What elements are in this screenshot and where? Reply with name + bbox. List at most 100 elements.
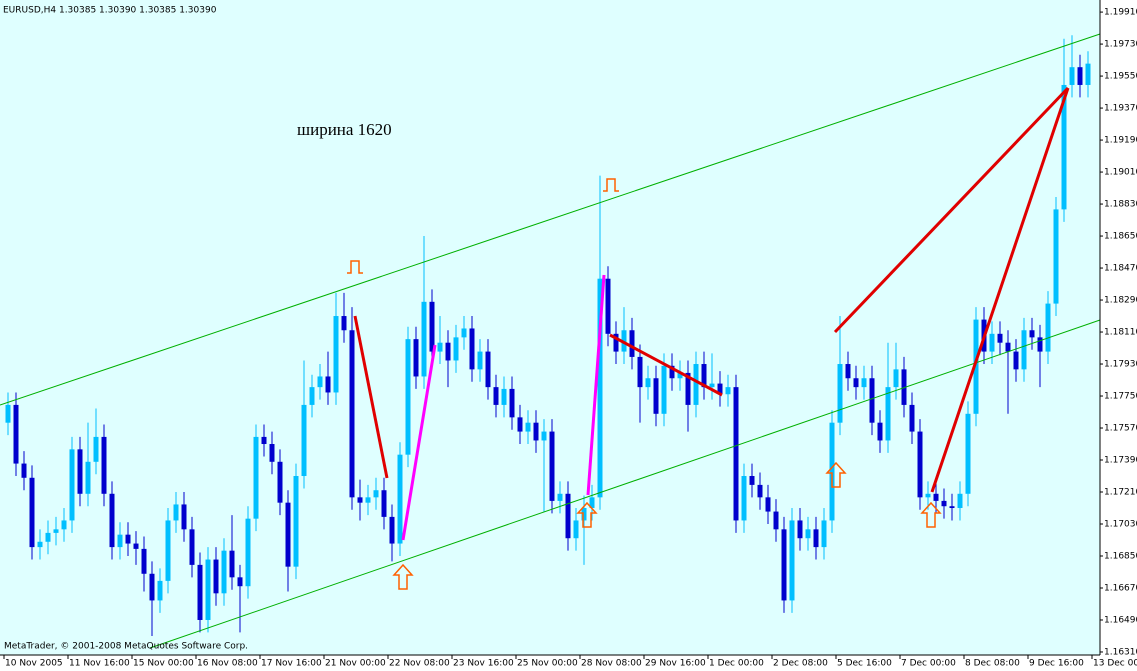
zigzag-line [609, 333, 723, 397]
candle-body [957, 493, 963, 509]
x-tick-label: 8 Dec 08:00 [965, 659, 1020, 669]
candle-body [37, 541, 43, 548]
y-tick-label: 1.18650 [1104, 232, 1137, 242]
candle-body [269, 444, 275, 462]
candle-body [517, 417, 523, 432]
candle-body [925, 493, 931, 498]
candle-body [837, 364, 843, 423]
x-tick-label: 5 Dec 16:00 [837, 659, 892, 669]
candle-body [453, 337, 459, 361]
candle-body [949, 506, 955, 509]
candle-body [21, 463, 27, 478]
candle-body [325, 376, 331, 393]
candle-body [437, 342, 443, 352]
candle-body [1005, 342, 1011, 352]
candle-body [933, 493, 939, 501]
candle-body [45, 532, 51, 542]
y-tick-label: 1.19730 [1104, 40, 1137, 50]
up-arrow [576, 501, 598, 528]
candles [5, 35, 1091, 636]
candle-body [93, 436, 99, 462]
up-arrow [825, 461, 847, 488]
candle-body [597, 278, 603, 498]
y-tick-label: 1.16670 [1104, 583, 1137, 593]
candle-body [117, 534, 123, 548]
candle-body [989, 333, 995, 352]
y-tick-label: 1.17750 [1104, 392, 1137, 402]
candle-body [277, 461, 283, 503]
candle-body [1021, 330, 1027, 370]
candle-body [821, 520, 827, 548]
candle-body [261, 436, 267, 445]
candle-body [685, 372, 691, 405]
candle-body [77, 449, 83, 494]
x-tick-label: 28 Nov 08:00 [581, 659, 642, 669]
candle-body [317, 376, 323, 388]
zigzag-line [833, 86, 1070, 334]
candle-body [973, 319, 979, 414]
candle-body [813, 529, 819, 548]
candle-body [541, 431, 547, 441]
y-tick-label: 1.16490 [1104, 615, 1137, 625]
x-tick-label: 16 Nov 08:00 [197, 659, 258, 669]
candle-body [829, 422, 835, 521]
channel-upper [0, 33, 1101, 406]
candle-body [701, 364, 707, 388]
candle-body [605, 278, 611, 334]
candle-body [133, 543, 139, 549]
x-tick-label: 7 Dec 00:00 [901, 659, 956, 669]
x-tick-label: 11 Nov 16:00 [69, 659, 130, 669]
candle-body [245, 518, 251, 587]
y-tick-label: 1.17210 [1104, 488, 1137, 498]
candle-body [173, 504, 179, 521]
candle-body [645, 378, 651, 388]
candle-body [1077, 67, 1083, 85]
candle-body [765, 497, 771, 512]
candle-body [581, 508, 587, 521]
candle-body [253, 436, 259, 519]
candle-body [429, 301, 435, 352]
candle-body [629, 330, 635, 357]
signal-arrows [347, 178, 942, 590]
candle-body [965, 413, 971, 494]
candle-body [109, 493, 115, 548]
top-marker [347, 260, 363, 274]
candle-body [557, 493, 563, 501]
x-tick-label: 15 Nov 00:00 [133, 659, 194, 669]
y-tick-label: 1.19190 [1104, 136, 1137, 146]
candle-body [405, 339, 411, 455]
candle-body [165, 520, 171, 581]
x-tick-label: 9 Dec 16:00 [1029, 659, 1084, 669]
candle-body [573, 520, 579, 539]
candle-body [877, 422, 883, 441]
candle-body [789, 520, 795, 601]
y-tick-label: 1.19370 [1104, 104, 1137, 114]
candle-body [1053, 209, 1059, 304]
candle-body [53, 529, 59, 533]
candle-body [341, 316, 347, 331]
candle-body [461, 328, 467, 338]
candle-body [613, 333, 619, 352]
zigzag-line [930, 87, 1070, 493]
candle-body [677, 372, 683, 379]
candle-body [445, 342, 451, 361]
top-marker [603, 178, 619, 192]
candle-body [221, 550, 227, 594]
footer: MetaTrader, © 2001-2008 MetaQuotes Softw… [4, 642, 248, 652]
candle-body [869, 378, 875, 423]
candle-body [653, 378, 659, 414]
candle-body [749, 476, 755, 485]
candle-body [69, 449, 75, 521]
y-tick-label: 1.19010 [1104, 168, 1137, 178]
candle-body [181, 504, 187, 530]
candle-body [1013, 351, 1019, 370]
x-tick-label: 10 Nov 2005 [5, 659, 63, 669]
x-tick-label: 17 Nov 16:00 [261, 659, 322, 669]
candle-body [1037, 337, 1043, 352]
up-arrow [920, 501, 942, 528]
candle-body [565, 493, 571, 539]
candle-body [741, 476, 747, 521]
candle-body [589, 497, 595, 509]
candle-body [1069, 67, 1075, 85]
candle-body [661, 365, 667, 414]
